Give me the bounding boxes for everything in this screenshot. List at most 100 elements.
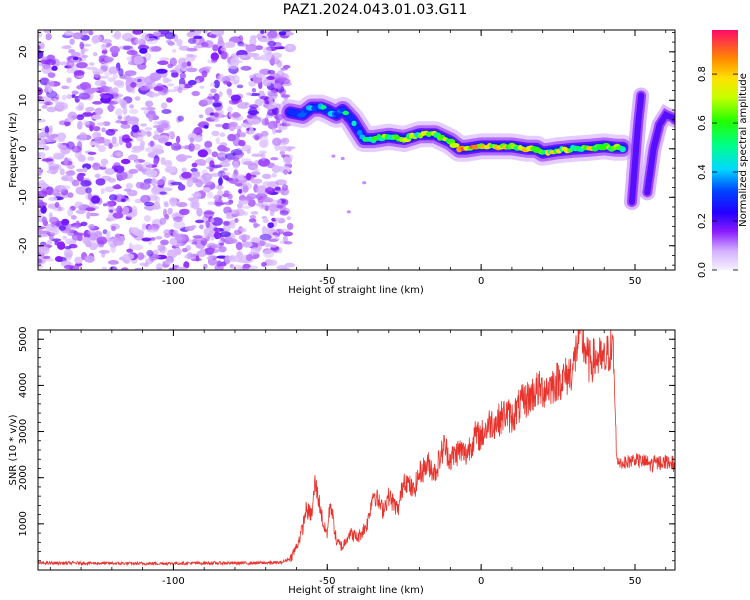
- noise-blob: [202, 97, 213, 105]
- noise-blob: [41, 158, 54, 162]
- noise-blob: [71, 179, 80, 187]
- noise-blob: [149, 255, 162, 259]
- noise-blob: [227, 61, 239, 70]
- noise-blob: [227, 133, 237, 142]
- noise-blob: [144, 127, 153, 131]
- noise-blob: [71, 233, 81, 241]
- noise-blob: [249, 37, 257, 46]
- noise-blob: [273, 83, 282, 89]
- spectrogram-x-axis-label: Height of straight line (km): [288, 285, 424, 296]
- noise-blob: [141, 223, 147, 231]
- noise-blob: [121, 267, 129, 270]
- colorbar-label: Normalized spectral amplitude: [738, 73, 749, 227]
- noise-blob: [72, 56, 79, 61]
- noise-blob: [173, 247, 182, 256]
- noise-blob: [126, 120, 139, 125]
- noise-blob: [231, 174, 237, 179]
- noise-blob: [177, 184, 186, 191]
- noise-blob: [232, 156, 240, 161]
- noise-blob: [199, 248, 206, 258]
- noise-blob: [76, 85, 81, 90]
- noise-blob: [166, 97, 173, 103]
- spectrogram-x-ticks: -100 -50 0 50: [49, 30, 667, 287]
- noise-blob: [262, 173, 272, 179]
- noise-blob: [261, 261, 267, 267]
- noise-blob: [196, 240, 201, 248]
- noise-blob: [88, 224, 95, 230]
- noise-blob: [76, 61, 88, 69]
- noise-blob: [92, 52, 98, 57]
- noise-blob: [161, 187, 173, 192]
- noise-blob: [140, 194, 151, 204]
- noise-blob: [136, 181, 141, 189]
- spectrogram-ridge: [277, 87, 675, 214]
- noise-blob: [115, 152, 122, 157]
- noise-blob: [256, 202, 261, 207]
- noise-blob: [210, 233, 215, 241]
- noise-blob: [205, 220, 211, 229]
- noise-blob: [47, 87, 53, 93]
- noise-blob: [253, 168, 260, 172]
- noise-blob: [171, 49, 177, 53]
- chart-title: PAZ1.2024.043.01.03.G11: [282, 2, 468, 18]
- noise-blob: [146, 131, 152, 137]
- noise-blob: [58, 225, 66, 231]
- noise-blob: [134, 267, 143, 270]
- noise-blob: [112, 87, 119, 95]
- noise-blob: [210, 33, 217, 39]
- noise-blob: [282, 64, 291, 69]
- noise-blob: [66, 94, 73, 100]
- noise-blob: [131, 124, 140, 133]
- noise-blob: [155, 68, 168, 74]
- noise-blob: [46, 79, 55, 89]
- noise-blob: [219, 132, 226, 137]
- noise-blob: [191, 193, 201, 197]
- noise-blob: [107, 260, 119, 265]
- noise-blob: [234, 218, 239, 223]
- noise-blob: [280, 125, 288, 131]
- noise-blob: [237, 43, 249, 47]
- noise-blob: [245, 254, 253, 262]
- noise-blob: [234, 182, 243, 187]
- noise-blob: [159, 217, 167, 225]
- noise-blob: [169, 131, 175, 140]
- noise-blob: [142, 161, 153, 171]
- noise-blob: [241, 205, 252, 209]
- scatter-blob: [331, 154, 336, 158]
- noise-blob: [151, 146, 158, 150]
- noise-blob: [203, 125, 209, 129]
- noise-blob: [69, 38, 75, 45]
- noise-blob: [201, 172, 213, 182]
- noise-blob: [212, 102, 222, 108]
- noise-blob: [56, 132, 67, 141]
- x-tick-label: 0: [478, 576, 484, 587]
- x-tick-label: -100: [162, 276, 185, 287]
- noise-blob: [267, 109, 276, 116]
- noise-blob: [56, 153, 66, 157]
- y-tick-label: 3000: [18, 419, 29, 444]
- noise-blob: [120, 123, 131, 129]
- noise-blob: [42, 255, 51, 259]
- scatter-blob: [340, 156, 345, 161]
- noise-blob: [61, 174, 73, 182]
- noise-blob: [161, 109, 172, 114]
- noise-blob: [48, 125, 53, 134]
- noise-blob: [92, 126, 101, 132]
- noise-blob: [135, 163, 143, 169]
- colorbar-tick-label: 0.6: [697, 115, 708, 131]
- noise-blob: [146, 33, 155, 38]
- noise-blob: [192, 197, 199, 203]
- noise-blob: [250, 171, 261, 176]
- noise-blob: [287, 44, 293, 50]
- noise-blob: [186, 252, 194, 260]
- noise-blob: [209, 166, 214, 172]
- noise-blob: [67, 170, 75, 176]
- noise-blob: [196, 207, 203, 217]
- noise-blob: [176, 266, 188, 270]
- noise-blob: [92, 162, 101, 171]
- noise-blob: [173, 216, 183, 222]
- noise-blob: [282, 231, 294, 237]
- noise-blob: [266, 76, 275, 80]
- noise-blob: [124, 70, 137, 76]
